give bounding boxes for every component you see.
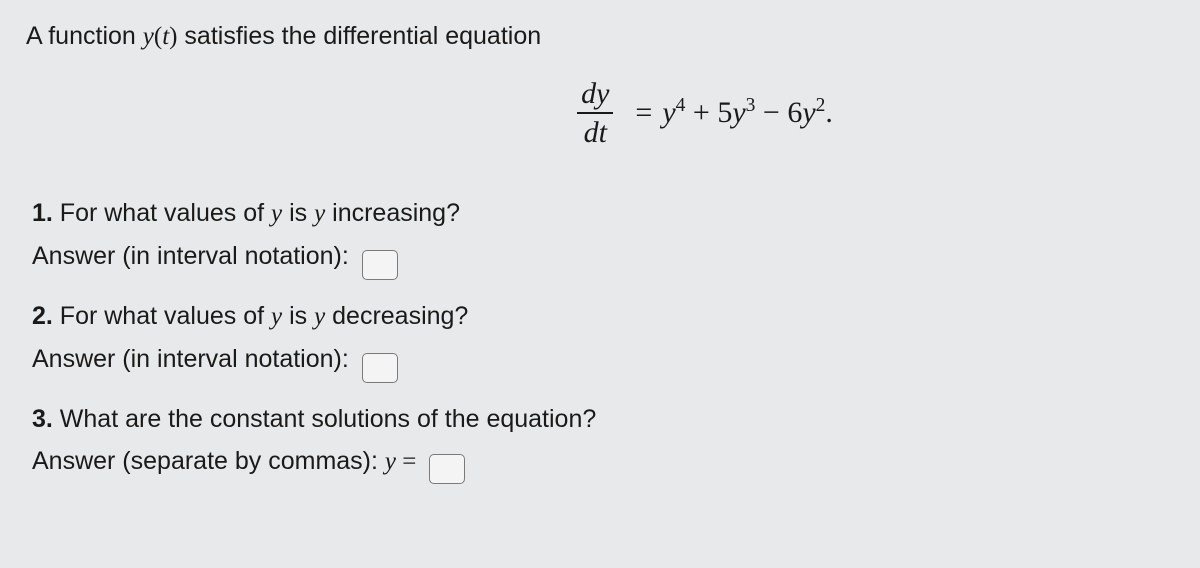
q3-eq: = — [396, 448, 416, 475]
den-t: t — [599, 116, 607, 149]
term2-var: y — [732, 96, 745, 129]
q3-answer-line: Answer (separate by commas): y = — [32, 443, 1174, 485]
q1-answer-label: Answer (in interval notation): — [32, 242, 349, 270]
q2-text-a: For what values of — [53, 302, 271, 330]
q2-y2: y — [314, 303, 325, 330]
fraction-numerator: dy — [577, 77, 613, 110]
q1-text-b: is — [282, 199, 314, 227]
fraction-bar — [577, 112, 613, 114]
term2-pow: 3 — [746, 95, 756, 116]
equation-container: dy dt = y4 + 5y3 − 6y2. — [26, 69, 1174, 177]
question-1: 1. For what values of y is y increasing?… — [32, 195, 1174, 280]
q3-prompt: 3. What are the constant solutions of th… — [32, 401, 1174, 437]
term3-var: y — [802, 96, 815, 129]
equals-sign: = — [635, 96, 652, 130]
q2-answer-label: Answer (in interval notation): — [32, 345, 349, 373]
intro-prefix: A function — [26, 22, 143, 50]
num-y: y — [596, 77, 609, 110]
q2-text-b: is — [282, 302, 314, 330]
plus-5: + 5 — [685, 96, 732, 129]
q1-y2: y — [314, 200, 325, 227]
question-2: 2. For what values of y is y decreasing?… — [32, 298, 1174, 383]
intro-func: y — [143, 23, 154, 50]
intro-text: A function y(t) satisfies the differenti… — [26, 22, 1174, 51]
eq-period: . — [825, 96, 833, 129]
q1-number: 1. — [32, 199, 53, 227]
q3-text: What are the constant solutions of the e… — [53, 405, 596, 433]
q2-number: 2. — [32, 302, 53, 330]
q3-y: y — [385, 448, 396, 475]
q1-text-a: For what values of — [53, 199, 271, 227]
num-d: d — [581, 77, 596, 110]
den-d: d — [584, 116, 599, 149]
q2-answer-input[interactable] — [362, 353, 398, 383]
term1-var: y — [662, 96, 675, 129]
term3-pow: 2 — [816, 95, 826, 116]
differential-equation: dy dt = y4 + 5y3 − 6y2. — [577, 77, 833, 149]
q1-answer-line: Answer (in interval notation): — [32, 238, 1174, 280]
fraction-dy-dt: dy dt — [577, 77, 613, 149]
q2-prompt: 2. For what values of y is y decreasing? — [32, 298, 1174, 335]
q2-text-c: decreasing? — [325, 302, 468, 330]
q2-y1: y — [271, 303, 282, 330]
q1-text-c: increasing? — [325, 199, 460, 227]
rhs: y4 + 5y3 − 6y2. — [662, 96, 833, 130]
question-3: 3. What are the constant solutions of th… — [32, 401, 1174, 485]
term1-pow: 4 — [676, 95, 686, 116]
q3-number: 3. — [32, 405, 53, 433]
q3-answer-input[interactable] — [429, 454, 465, 484]
q1-y1: y — [271, 200, 282, 227]
q1-prompt: 1. For what values of y is y increasing? — [32, 195, 1174, 232]
intro-suffix: satisfies the differential equation — [177, 22, 541, 50]
fraction-denominator: dt — [580, 116, 611, 149]
q1-answer-input[interactable] — [362, 250, 398, 280]
intro-paren-open: ( — [154, 23, 162, 50]
q3-answer-label: Answer (separate by commas): — [32, 447, 385, 475]
q2-answer-line: Answer (in interval notation): — [32, 341, 1174, 383]
minus-6: − 6 — [755, 96, 802, 129]
